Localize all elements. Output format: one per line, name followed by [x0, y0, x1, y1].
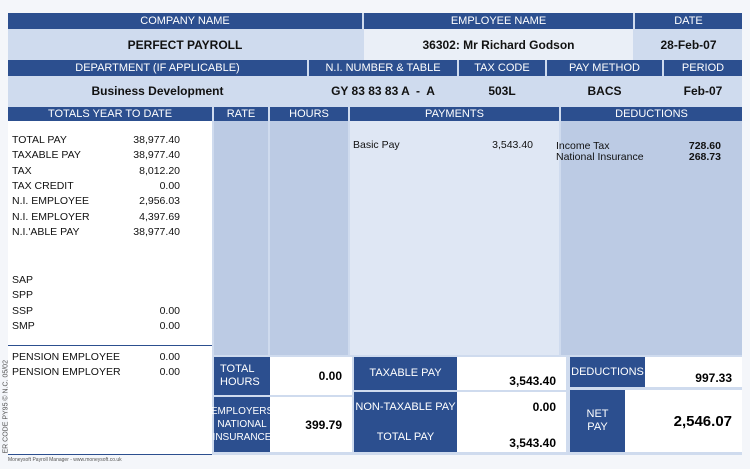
rate-column: [214, 121, 268, 355]
total-label: DEDUCTIONS: [570, 357, 645, 387]
company-name: PERFECT PAYROLL: [8, 29, 362, 60]
row-value: 4,397.69: [139, 210, 180, 223]
column-header: PAYMENTS: [350, 107, 559, 121]
row-value: 8,012.20: [139, 164, 180, 177]
row-value: 268.73: [688, 151, 721, 163]
row-value: 38,977.40: [133, 134, 180, 146]
employee-name: 36302: Mr Richard Godson: [364, 29, 633, 60]
period: Feb-07: [664, 76, 742, 106]
department: Business Development: [8, 76, 307, 106]
total-label: TOTAL PAY: [354, 422, 457, 452]
row-label: SSP: [12, 304, 34, 317]
row-label: Basic Pay: [353, 139, 400, 151]
column-header: RATE: [214, 107, 268, 121]
non-taxable-pay: 0.00: [457, 392, 566, 422]
total-label: EMPLOYERS NATIONAL INSURANCE: [211, 397, 273, 452]
ni-number: GY 83 83 83 A - A: [309, 76, 457, 106]
row-label: SMP: [12, 319, 35, 332]
deductions-total: 997.33: [645, 357, 742, 387]
divider: [8, 345, 212, 346]
row-label: SPP: [12, 289, 34, 302]
date: 28-Feb-07: [635, 29, 742, 60]
row-label: N.I.'ABLE PAY: [12, 225, 80, 238]
row-value: 728.60: [688, 140, 721, 152]
header-label: DATE: [635, 13, 742, 29]
row-value: 38,977.40: [133, 149, 180, 162]
row-label: SAP: [12, 274, 34, 286]
row-label: National Insurance: [556, 151, 644, 163]
row-value: 0.00: [159, 304, 180, 317]
total-label: NON-TAXABLE PAY: [354, 392, 457, 422]
row-label: TAXABLE PAY: [12, 149, 81, 162]
footer-text: Moneysoft Payroll Manager - www.moneysof…: [8, 457, 122, 463]
header-label: PERIOD: [664, 60, 742, 76]
row-value: 2,956.03: [139, 195, 180, 208]
header-label: DEPARTMENT (IF APPLICABLE): [8, 60, 307, 76]
total-label: NET PAY: [570, 390, 625, 452]
row-value: 0.00: [159, 319, 180, 332]
row-value: 0.00: [159, 366, 180, 379]
row-label: TAX: [12, 164, 32, 177]
header-label: COMPANY NAME: [8, 13, 362, 29]
total-label: TOTAL HOURS: [214, 357, 270, 395]
column-header: HOURS: [270, 107, 348, 121]
row-label: PENSION EMPLOYEE: [12, 351, 120, 363]
row-value: 38,977.40: [133, 225, 180, 238]
total-hours: 0.00: [270, 357, 352, 395]
payments-column: [350, 121, 559, 355]
row-label: PENSION EMPLOYER: [12, 366, 121, 379]
header-label: N.I. NUMBER & TABLE: [309, 60, 457, 76]
total-pay: 3,543.40: [457, 422, 566, 452]
row-value: 0.00: [159, 351, 180, 363]
column-header: DEDUCTIONS: [561, 107, 742, 121]
employers-ni: 399.79: [270, 397, 352, 452]
row-label: TAX CREDIT: [12, 179, 74, 192]
net-pay: 2,546.07: [625, 390, 742, 452]
column-header: TOTALS YEAR TO DATE: [8, 107, 212, 121]
order-code: ER CODE PY95 © N.C. 05/02: [2, 360, 10, 454]
row-label: N.I. EMPLOYER: [12, 210, 90, 223]
header-label: PAY METHOD: [547, 60, 662, 76]
pay-method: BACS: [547, 76, 662, 106]
row-value: 3,543.40: [492, 139, 533, 151]
deductions-column: [561, 121, 742, 355]
row-label: N.I. EMPLOYEE: [12, 195, 90, 208]
total-label: TAXABLE PAY: [354, 357, 457, 390]
taxable-pay: 3,543.40: [457, 357, 566, 390]
tax-code: 503L: [459, 76, 545, 106]
header-label: TAX CODE: [459, 60, 545, 76]
row-value: 0.00: [159, 179, 180, 192]
row-label: Income Tax: [556, 140, 610, 152]
row-label: TOTAL PAY: [12, 134, 67, 146]
hours-column: [270, 121, 348, 355]
header-label: EMPLOYEE NAME: [364, 13, 633, 29]
ytd-panel: [8, 121, 212, 455]
